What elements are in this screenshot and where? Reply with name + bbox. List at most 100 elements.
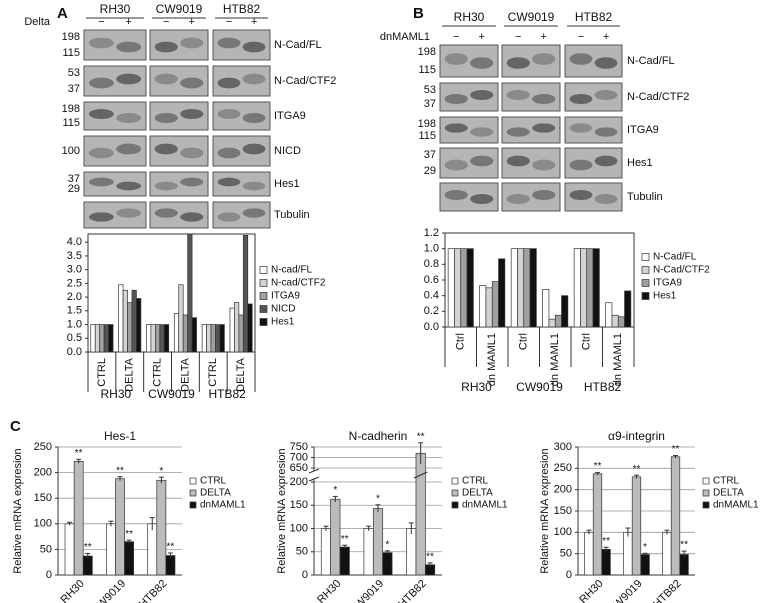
y-tick-label: 100: [34, 518, 52, 530]
blot-band: [506, 155, 530, 167]
bar: [155, 324, 161, 353]
y-tick-label: 750: [290, 441, 308, 453]
bar: [242, 235, 249, 353]
bar: [498, 258, 506, 328]
blot-band: [217, 177, 241, 187]
blot-band: [532, 93, 556, 105]
significance: **: [680, 540, 688, 551]
legend-swatch: [259, 292, 268, 300]
sign: −: [578, 31, 584, 43]
treatment-label: Delta: [24, 16, 51, 28]
significance: **: [417, 431, 425, 442]
blot-band: [506, 57, 530, 69]
x-tick-label: CTRL: [96, 358, 108, 387]
bar: [382, 552, 393, 576]
cell-line-label: HTB82: [223, 2, 261, 16]
y-tick-label: 100: [554, 526, 572, 538]
blot-band: [154, 181, 178, 191]
significance: *: [385, 539, 389, 550]
row-label: N-Cad/CTF2: [627, 91, 689, 103]
blot-band: [217, 212, 241, 222]
size-marker: 37: [424, 149, 436, 161]
y-tick-label: 700: [290, 451, 308, 463]
blot-band: [470, 155, 494, 167]
blot-band: [242, 112, 266, 124]
legend-label: N-cad/CTF2: [271, 278, 326, 289]
x-tick-label: CTRL: [207, 358, 219, 387]
blot-band: [470, 89, 494, 101]
blot-band: [154, 208, 178, 218]
significance: **: [602, 536, 610, 547]
legend-label: dnMAML1: [462, 500, 508, 511]
size-marker: 198: [418, 118, 436, 130]
group-label: RH30: [100, 387, 131, 401]
blot-band: [242, 181, 266, 191]
bar: [187, 233, 193, 353]
bar: [548, 318, 556, 328]
bar: [146, 324, 152, 353]
legend-label: NICD: [271, 304, 295, 315]
chart-title: α9-integrin: [608, 429, 665, 443]
significance: *: [376, 493, 380, 504]
bar: [124, 541, 134, 576]
size-marker: 100: [62, 145, 80, 157]
y-tick-label: 50: [40, 543, 52, 555]
blot-band: [217, 108, 241, 120]
bar: [229, 307, 235, 353]
blot-band: [154, 143, 178, 155]
y-tick-label: 0.4: [424, 290, 439, 302]
significance: *: [159, 466, 163, 477]
size-marker: 115: [418, 64, 436, 76]
group-label: CW9019: [516, 380, 563, 394]
bar: [247, 303, 253, 353]
blot-band: [88, 147, 114, 159]
legend-swatch: [189, 501, 197, 509]
bar: [99, 324, 105, 353]
blot-band: [470, 193, 494, 205]
legend-label: CTRL: [713, 476, 740, 487]
y-tick-label: 0.0: [424, 321, 439, 333]
blot-band: [180, 177, 204, 187]
y-tick-label: 50: [560, 548, 572, 560]
blot-band: [88, 37, 114, 49]
size-marker: 29: [68, 183, 80, 195]
x-tick-label: CW9019: [89, 578, 128, 603]
blot-band: [569, 93, 593, 105]
legend-swatch: [641, 292, 650, 300]
bar: [592, 248, 600, 328]
blot-band: [180, 37, 204, 49]
y-axis-label: Relative mRNA expresion: [12, 448, 24, 573]
legend-swatch: [451, 489, 459, 497]
blot-band: [444, 189, 468, 201]
blot-band: [88, 77, 114, 89]
blot-band: [506, 89, 530, 101]
y-tick-label: 150: [34, 492, 52, 504]
row-label: N-Cad/FL: [627, 55, 675, 67]
sign: −: [98, 16, 104, 28]
bar: [601, 549, 611, 576]
bar: [118, 284, 124, 353]
blot-band: [154, 112, 178, 124]
x-tick-label: RH30: [577, 578, 605, 603]
cell-line-label: CW9019: [508, 10, 555, 24]
x-tick-label: DELTA: [124, 357, 136, 391]
blot-band: [242, 143, 266, 155]
blot-band: [569, 159, 593, 171]
bar: [163, 324, 170, 353]
legend-label: ITGA9: [653, 278, 682, 289]
blot-band: [532, 189, 556, 201]
blot-band: [444, 53, 468, 65]
row-label: Hes1: [627, 157, 653, 169]
blot-band: [180, 108, 204, 120]
x-tick-label: dn MAML1: [549, 333, 561, 386]
bar: [623, 531, 633, 576]
legend-label: N-cad/FL: [271, 265, 313, 276]
legend-swatch: [259, 305, 268, 313]
y-tick-label: 0: [302, 569, 308, 581]
row-label: N-Cad/FL: [274, 39, 322, 51]
legend-swatch: [702, 489, 710, 497]
blot-band: [569, 189, 593, 201]
y-tick-label: 150: [290, 499, 308, 511]
blot-band: [532, 159, 556, 171]
y-tick-label: 650: [290, 462, 308, 474]
